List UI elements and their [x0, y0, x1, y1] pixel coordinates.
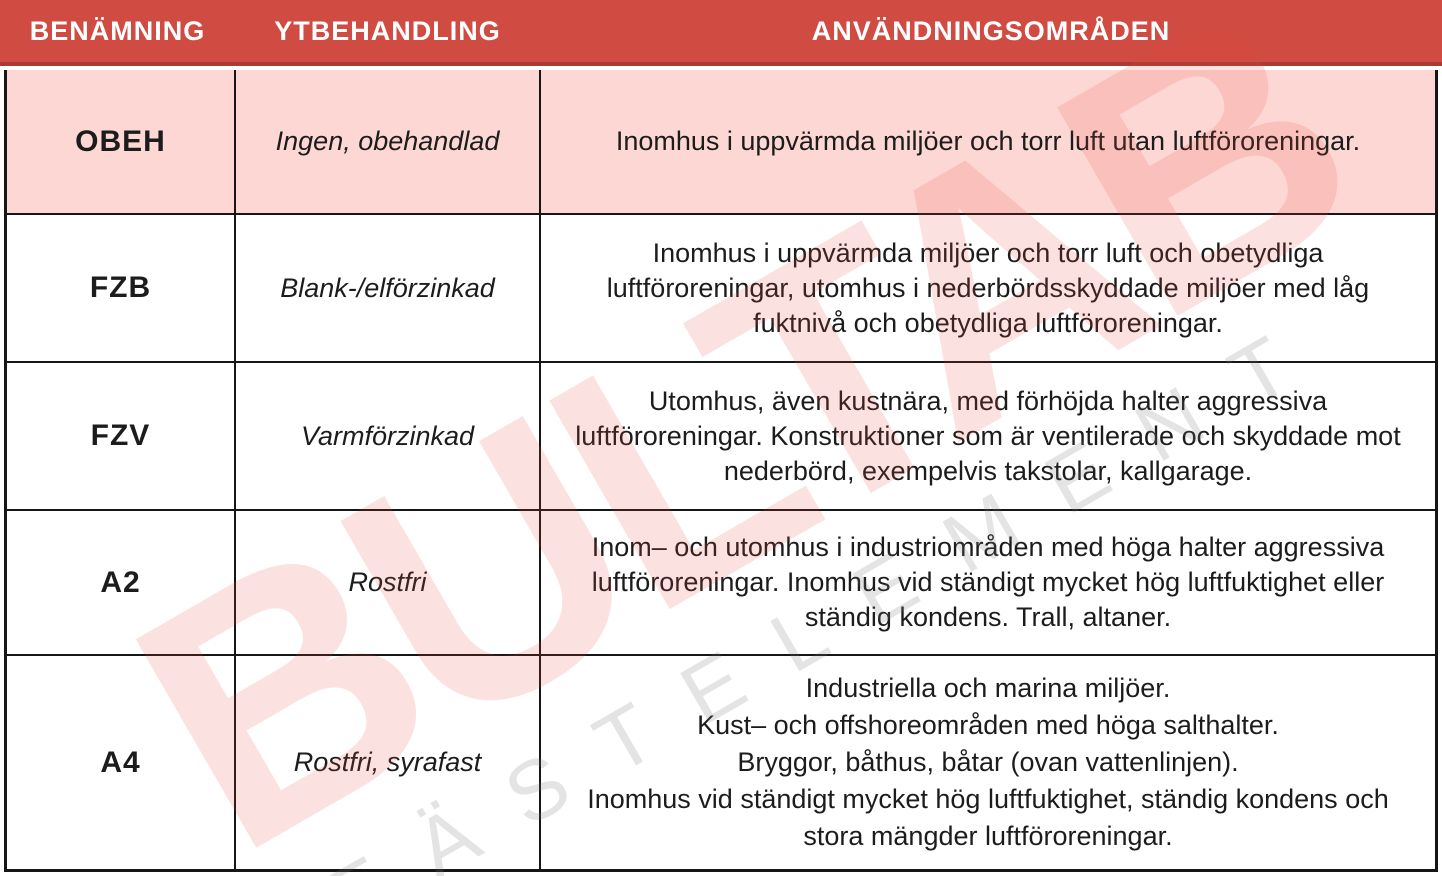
- table-row-a4-name: A4: [7, 656, 236, 869]
- table-row-a4-treatment: Rostfri, syrafast: [236, 656, 541, 869]
- table-row-obeh-usage: Inomhus i uppvärmda miljöer och torr luf…: [541, 70, 1435, 215]
- header-anvandningsomraden: ANVÄNDNINGSOMRÅDEN: [811, 15, 1171, 46]
- header-benamning: BENÄMNING: [29, 15, 206, 46]
- table-row-a4-usage: Industriella och marina miljöer. Kust– o…: [587, 673, 1389, 851]
- table-row-a2-name: A2: [7, 511, 236, 656]
- table-row-a2-treatment: Rostfri: [236, 511, 541, 656]
- table-row-a2-usage: Inom– och utomhus i industriområden med …: [541, 511, 1435, 656]
- table-row-fzb-usage: Inomhus i uppvärmda miljöer och torr luf…: [541, 215, 1435, 363]
- table-row-fzv-treatment: Varmförzinkad: [236, 363, 541, 511]
- table-row-fzb-name: FZB: [7, 215, 236, 363]
- table-row-fzv-usage: Utomhus, även kustnära, med förhöjda hal…: [541, 363, 1435, 511]
- table-row-fzv-name: FZV: [7, 363, 236, 511]
- surface-treatment-table: OBEH Ingen, obehandlad Inomhus i uppvärm…: [4, 70, 1438, 872]
- table-row-fzb-treatment: Blank-/elförzinkad: [236, 215, 541, 363]
- table-row-obeh-treatment: Ingen, obehandlad: [236, 70, 541, 215]
- table-row-obeh-name: OBEH: [7, 70, 236, 215]
- header-ytbehandling: YTBEHANDLING: [274, 15, 501, 46]
- table-header-row: BENÄMNING YTBEHANDLING ANVÄNDNINGSOMRÅDE…: [0, 0, 1442, 66]
